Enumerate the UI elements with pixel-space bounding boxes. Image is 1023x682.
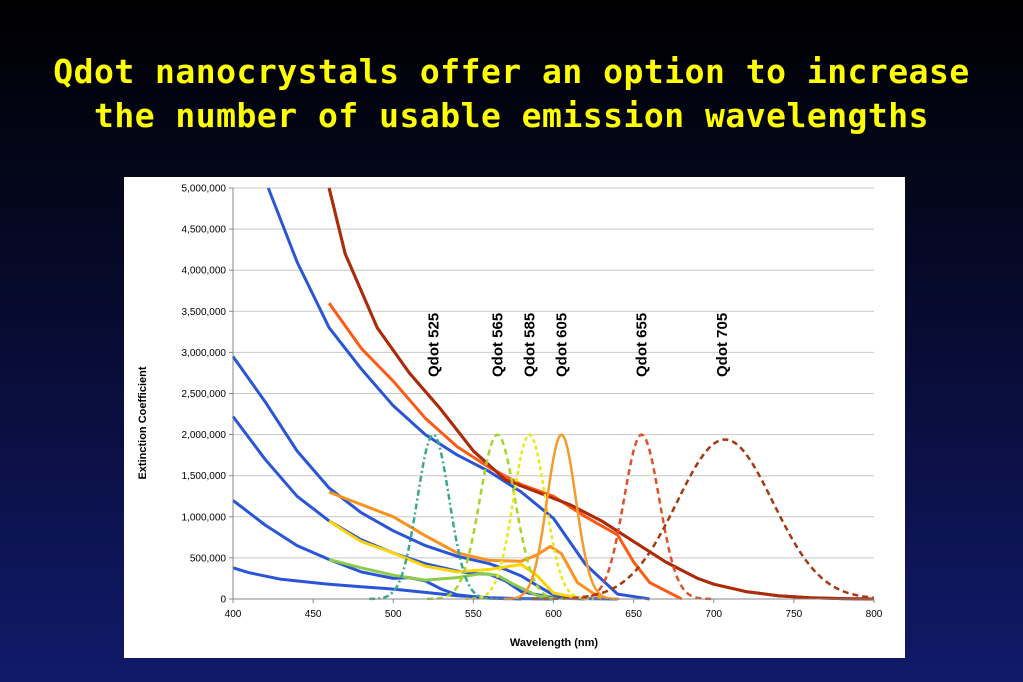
y-tick-label: 3,000,000 [182,348,227,359]
y-tick-label: 4,000,000 [182,266,227,277]
y-tick-label: 0 [220,595,226,606]
qdot-label: Qdot 605 [554,313,571,377]
x-tick-label: 750 [786,609,803,620]
chart-panel: 0 500,000 1,000,000 1,500,000 2,000,000 2,500… [124,177,905,658]
x-tick-label: 700 [705,609,722,620]
y-tick-label: 4,500,000 [182,225,227,236]
slide-title-line-2: the number of usable emission wavelength… [93,96,930,135]
emission-chart: 0 500,000 1,000,000 1,500,000 2,000,000 2,500… [137,184,883,650]
qdot-label: Qdot 705 [714,313,731,377]
absorption-curve [266,187,650,601]
x-tick-label: 650 [625,609,642,620]
x-tick-label: 800 [866,609,883,620]
y-tick-label: 5,000,000 [182,184,227,195]
absorption-curve [231,355,618,601]
emission-curve [465,433,594,601]
slide-title: Qdot nanocrystals offer an option to inc… [0,50,1023,138]
absorption-curve [327,187,875,601]
emission-curves [369,433,875,601]
qdot-label: Qdot 525 [425,313,442,377]
y-tick-label: 1,500,000 [182,471,227,482]
absorption-curve [328,490,603,601]
x-tick-label: 600 [545,609,562,620]
x-tick-label: 450 [305,609,322,620]
slide-title-line-1: Qdot nanocrystals offer an option to inc… [53,52,970,91]
x-tick-label: 400 [225,609,242,620]
axes: 0 500,000 1,000,000 1,500,000 2,000,000 2,500… [182,184,883,621]
y-tick-label: 2,000,000 [182,430,227,441]
y-axis-title: Extinction Coefficient [137,366,149,479]
emission-curve [503,433,620,601]
annotations: Qdot 525 Qdot 565 Qdot 585 Qdot 605 Qdot 655… [425,313,731,377]
qdot-label: Qdot 565 [489,313,506,377]
absorption-curve [232,566,554,601]
absorption-curves [231,187,875,601]
grid-layer [233,187,874,559]
y-tick-label: 2,500,000 [182,389,227,400]
qdot-label: Qdot 585 [522,313,539,377]
emission-curve [426,433,568,601]
x-tick-label: 550 [465,609,482,620]
x-axis-title: Wavelength (nm) [510,637,599,649]
absorption-curve [328,519,586,601]
y-tick-label: 3,500,000 [182,307,227,318]
y-tick-label: 1,000,000 [182,512,227,523]
absorption-curve [232,499,522,601]
x-tick-label: 500 [385,609,402,620]
y-tick-label: 500,000 [190,553,227,564]
absorption-curve [231,415,586,601]
emission-curve [532,438,875,601]
qdot-label: Qdot 655 [634,313,651,377]
